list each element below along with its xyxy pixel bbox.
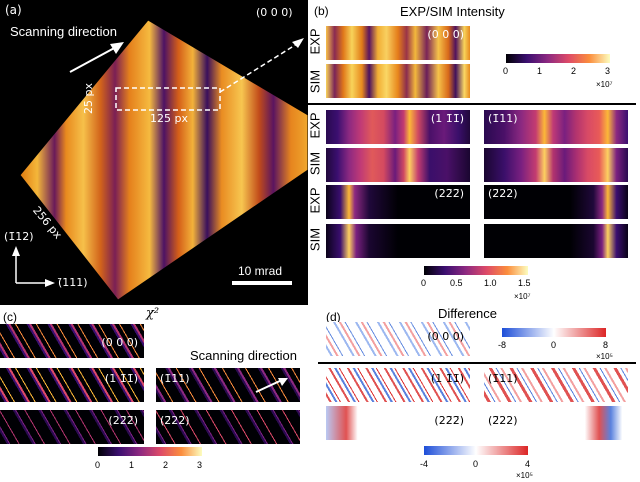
hkl-label: (0 0 0) (101, 336, 138, 349)
cb-tick: 2 (571, 66, 577, 76)
hkl-label: (1̄11) (488, 112, 518, 125)
cb-tick: 0 (421, 278, 427, 288)
strip-exp-2-22: (22̄2̄) (326, 185, 470, 219)
strip-sim-1-11 (326, 148, 470, 182)
panel-a: (a) (0 0 0) Scanning direction 25 px 125… (0, 0, 308, 305)
roi-box (115, 87, 221, 111)
chi2-strip-1-11: (1 1̄1̄) (0, 368, 144, 402)
diff-strip-000: (0 0 0) (326, 322, 470, 356)
hkl-label: (0 0 0) (427, 330, 464, 343)
chi2-strip-2-22: (22̄2̄) (0, 410, 144, 444)
colorbar-intensity-bottom (424, 266, 528, 275)
cb-tick: 8 (603, 340, 609, 350)
hkl-label: (1̄11) (488, 372, 518, 385)
row-label-sim: SIM (307, 69, 323, 94)
diff-strip-1-11: (1 1̄1̄) (326, 368, 470, 402)
cb-tick: 1 (537, 66, 543, 76)
cb-tick: 0 (473, 459, 479, 469)
hkl-label: (1 1̄1̄) (430, 112, 464, 125)
strip-sim-2-22 (326, 224, 470, 258)
chi2-strip-222: (2̄22) (156, 410, 300, 444)
hkl-label: (2̄22) (488, 414, 518, 427)
panel-c-title: χ² (146, 306, 160, 321)
hkl-label: (1 1̄1̄) (430, 372, 464, 385)
cb-unit: ×10⁷ (514, 292, 531, 301)
cb-unit: ×10⁷ (596, 80, 613, 89)
scan-direction-label: Scanning direction (190, 348, 297, 363)
axis-h-label: (̄111) (58, 276, 88, 289)
chi2-strip-000: (0 0 0) (0, 324, 144, 358)
panel-d-label: (d) (326, 310, 341, 324)
colorbar-diff-top (502, 328, 606, 337)
diff-strip-222: (2̄22) (484, 406, 628, 440)
panel-d-title: Difference (438, 306, 498, 321)
panel-b-title: EXP/SIM Intensity (400, 4, 505, 19)
cb-unit: ×10⁵ (596, 352, 613, 361)
row-label-sim: SIM (307, 227, 323, 252)
scan-arrow (69, 45, 119, 73)
cb-unit: ×10⁵ (516, 471, 533, 480)
cb-tick: 0 (503, 66, 509, 76)
diffraction-pattern (12, 19, 308, 301)
roi-width-label: 125 px (150, 112, 188, 125)
strip-exp-111: (1̄11) (484, 110, 628, 144)
roi-height-label: 25 px (82, 83, 95, 114)
strip-exp-000: (0 0 0) (326, 26, 470, 60)
colorbar-intensity-top (506, 54, 610, 63)
cb-tick: 3 (197, 460, 203, 470)
cb-tick: 4 (525, 459, 531, 469)
hkl-label: (22̄2̄) (434, 414, 464, 427)
hkl-label: (22̄2̄) (434, 187, 464, 200)
cb-tick: 1.5 (518, 278, 531, 288)
cb-tick: 1 (129, 460, 135, 470)
colorbar-chi2 (98, 447, 202, 456)
cb-tick: -8 (498, 340, 507, 350)
hkl-label: (2̄22) (160, 414, 190, 427)
scan-direction-label: Scanning direction (10, 24, 117, 39)
colorbar-diff-bottom (424, 446, 528, 455)
cb-tick: 0 (551, 340, 557, 350)
axis-v-label: (1̄12) (4, 230, 34, 243)
cb-tick: 0 (95, 460, 101, 470)
panel-b-label: (b) (314, 4, 329, 18)
panel-label: (a) (5, 3, 22, 17)
cb-tick: 0.5 (450, 278, 463, 288)
hkl-label: (2̄22) (488, 187, 518, 200)
hkl-label: (0 0 0) (427, 28, 464, 41)
diff-strip-111: (1̄11) (484, 368, 628, 402)
scan-arrow (255, 378, 288, 393)
hkl-label: (0 0 0) (256, 6, 293, 19)
hkl-label: (1 1̄1̄) (104, 372, 138, 385)
chi2-strip-111: (1̄11) (156, 368, 300, 402)
strip-sim-111 (484, 148, 628, 182)
strip-exp-1-11: (1 1̄1̄) (326, 110, 470, 144)
hkl-label: (22̄2̄) (108, 414, 138, 427)
cb-tick: 1.0 (484, 278, 497, 288)
divider (300, 103, 636, 105)
strip-sim-000 (326, 64, 470, 98)
cb-tick: -4 (420, 459, 429, 469)
diff-strip-2-22: (22̄2̄) (326, 406, 470, 440)
scale-bar (232, 281, 292, 285)
scale-bar-label: 10 mrad (238, 264, 283, 278)
divider (318, 362, 636, 364)
strip-exp-222: (2̄22) (484, 185, 628, 219)
panel-c-label: (c) (3, 310, 17, 324)
cb-tick: 3 (605, 66, 611, 76)
strip-sim-222 (484, 224, 628, 258)
cb-tick: 2 (163, 460, 169, 470)
hkl-label: (1̄11) (160, 372, 190, 385)
